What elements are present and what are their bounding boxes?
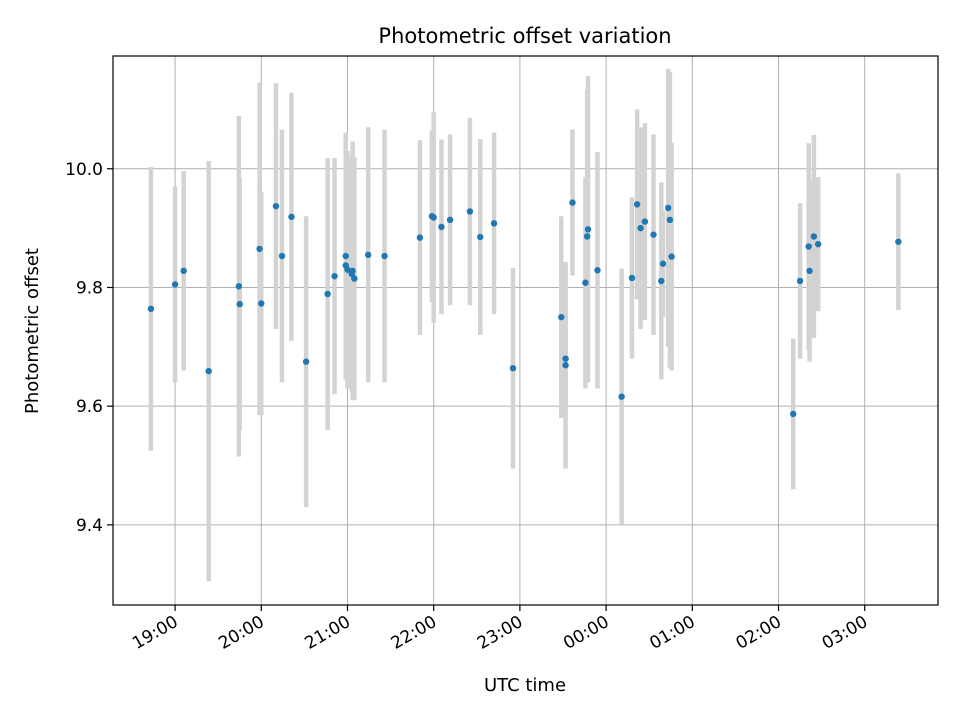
data-point [256, 245, 263, 253]
data-point [288, 213, 295, 221]
data-point [558, 313, 565, 321]
data-point [562, 355, 569, 362]
data-point [381, 252, 388, 260]
data-point [583, 233, 591, 240]
data-point [650, 231, 657, 238]
data-point [562, 362, 569, 369]
data-point [466, 208, 474, 215]
data-point [236, 300, 243, 308]
data-point [584, 226, 592, 233]
data-point [438, 223, 445, 231]
data-point [895, 238, 902, 245]
data-point [490, 220, 498, 227]
data-point [205, 367, 212, 375]
data-point [806, 267, 813, 275]
data-point [666, 216, 674, 224]
y-tick-label: 9.4 [76, 516, 103, 536]
data-point [416, 234, 424, 241]
data-point [446, 216, 454, 224]
chart-title: Photometric offset variation [378, 24, 671, 48]
y-tick-label: 9.8 [76, 278, 103, 298]
data-point [796, 277, 804, 285]
data-point [633, 201, 641, 208]
data-point [637, 224, 644, 232]
data-point [618, 393, 625, 400]
x-axis-label: UTC time [484, 675, 566, 696]
data-point [594, 267, 601, 274]
data-point [180, 267, 187, 275]
data-point [582, 279, 589, 286]
data-point [324, 290, 331, 298]
data-point [641, 218, 649, 225]
plot-frame [112, 55, 939, 606]
data-point [258, 300, 265, 307]
data-point [351, 275, 358, 282]
data-point [171, 281, 179, 288]
data-point [805, 243, 812, 250]
data-point [668, 253, 675, 260]
data-point [364, 251, 372, 259]
y-tick-label: 10.0 [65, 160, 103, 180]
data-point [628, 274, 636, 282]
data-point [659, 260, 667, 267]
data-point [278, 252, 286, 260]
data-point [272, 202, 280, 210]
data-point [658, 277, 665, 285]
y-axis-label: Photometric offset [22, 248, 43, 414]
data-point [430, 214, 437, 221]
data-point [569, 199, 576, 206]
data-point [302, 358, 310, 365]
data-point [235, 283, 243, 290]
data-point [810, 233, 818, 240]
data-point [342, 252, 349, 260]
data-points [147, 199, 902, 418]
data-point [147, 305, 155, 313]
y-axis-ticks: 9.4 9.6 9.8 10.0 [65, 160, 113, 536]
data-point [814, 240, 822, 248]
data-point [477, 233, 484, 241]
data-point [344, 266, 351, 273]
data-point [664, 204, 672, 212]
data-point [349, 267, 356, 275]
y-tick-label: 9.6 [76, 397, 103, 417]
data-point [331, 272, 338, 280]
data-point [509, 364, 517, 372]
data-point [789, 410, 797, 418]
